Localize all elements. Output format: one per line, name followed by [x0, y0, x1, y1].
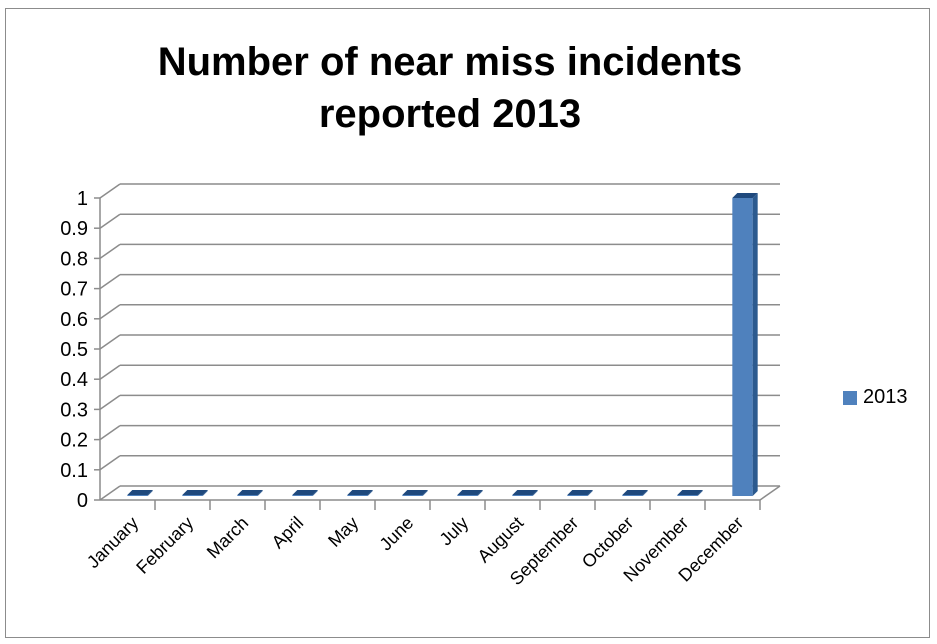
bar-top-march	[237, 490, 263, 495]
bar-top-november	[677, 490, 703, 495]
bar-side-february	[202, 490, 208, 496]
chart-title: Number of near miss incidents reported 2…	[90, 36, 810, 140]
gridline-depth	[99, 394, 121, 411]
y-tick-label: 0	[77, 490, 88, 512]
y-tick-label: 0.6	[60, 309, 88, 331]
bar-april	[292, 495, 313, 496]
bars-layer	[127, 193, 758, 496]
x-tick-label-april: April	[268, 513, 308, 553]
gridline-depth	[99, 183, 121, 199]
bar-side-august	[532, 490, 538, 496]
bar-october	[622, 495, 643, 496]
bar-top-january	[127, 490, 153, 495]
bar-top-may	[347, 490, 373, 495]
bar-december	[732, 198, 753, 496]
y-tick-label: 0.4	[60, 369, 88, 391]
gridline-depth	[99, 334, 121, 350]
chart-title-line1: Number of near miss incidents	[157, 40, 743, 84]
gridline-depth	[99, 304, 121, 320]
y-tick-label: 0.7	[60, 279, 88, 301]
gridline-depth	[99, 485, 121, 501]
bar-top-august	[512, 490, 538, 495]
grid-layer	[94, 183, 781, 510]
legend: 2013	[843, 386, 908, 409]
gridline-depth	[99, 273, 121, 290]
y-tick-label: 0.2	[60, 430, 88, 452]
bar-august	[512, 495, 533, 496]
chart-frame	[5, 8, 930, 638]
gridline-depth	[99, 213, 121, 229]
bar-may	[347, 495, 368, 496]
bar-top-september	[567, 490, 593, 495]
bar-top-july	[457, 490, 483, 495]
bar-side-april	[312, 490, 318, 496]
x-tick-label-june: June	[376, 513, 418, 555]
bar-november	[677, 495, 698, 496]
x-tick-label-july: July	[436, 513, 473, 550]
bar-side-may	[367, 490, 373, 496]
bar-september	[567, 495, 588, 496]
bar-july	[457, 495, 478, 496]
bar-side-january	[147, 490, 153, 496]
bar-side-september	[587, 490, 593, 496]
bar-side-october	[642, 490, 648, 496]
x-tick-label-may: May	[324, 513, 362, 551]
bar-top-february	[182, 490, 208, 495]
legend-label: 2013	[863, 386, 908, 408]
y-tick-label: 1	[77, 188, 88, 210]
gridline-depth	[99, 364, 121, 380]
y-tick-label: 0.5	[60, 339, 88, 361]
bar-side-march	[257, 490, 263, 496]
gridline-depth	[99, 424, 121, 441]
bar-top-april	[292, 490, 318, 495]
x-tick-label-march: March	[203, 513, 253, 563]
floor-right-edge	[759, 485, 781, 501]
chart-title-line2: reported 2013	[318, 92, 582, 136]
y-tick-label: 0.1	[60, 460, 88, 482]
bar-top-december	[732, 193, 758, 198]
bar-march	[237, 495, 258, 496]
y-tick-label: 0.3	[60, 399, 88, 421]
bar-side-december	[752, 193, 758, 496]
bar-june	[402, 495, 423, 496]
bar-top-june	[402, 490, 428, 495]
bar-side-july	[477, 490, 483, 496]
gridline-depth	[99, 243, 121, 260]
y-axis-tick-labels: 0 0.1 0.2 0.3 0.4 0.5 0.6 0.7 0.8 0.9 1	[60, 188, 88, 512]
bar-side-november	[697, 490, 703, 496]
y-tick-label: 0.9	[60, 218, 88, 240]
bar-top-october	[622, 490, 648, 495]
x-tick-label-february: February	[132, 513, 197, 578]
x-tick-label-august: August	[474, 513, 528, 567]
bar-side-june	[422, 490, 428, 496]
legend-swatch	[843, 390, 857, 405]
y-tick-label: 0.8	[60, 248, 88, 270]
gridline-depth	[99, 455, 121, 471]
bar-february	[182, 495, 203, 496]
bar-january	[127, 495, 148, 496]
